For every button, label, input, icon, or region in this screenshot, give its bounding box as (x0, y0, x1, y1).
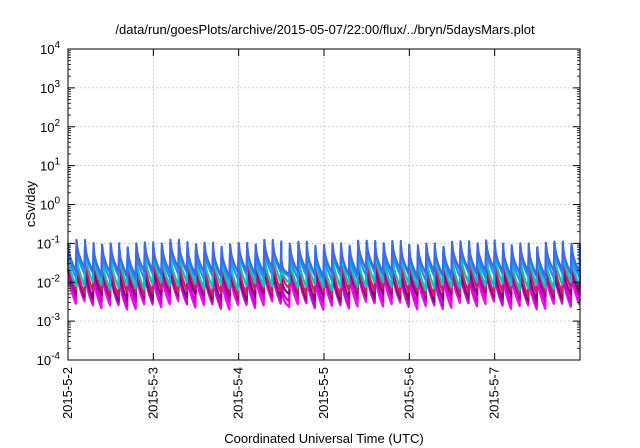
x-tick-label: 2015-5-5 (316, 367, 331, 419)
y-tick-label: 10-1 (37, 234, 61, 251)
series-group (66, 238, 582, 311)
x-tick-label: 2015-5-7 (487, 367, 502, 419)
grid (68, 49, 580, 360)
y-tick-label: 103 (40, 79, 60, 96)
chart-title: /data/run/goesPlots/archive/2015-05-07/2… (115, 22, 535, 37)
x-tick-label: 2015-5-3 (145, 367, 160, 419)
y-tick-label: 101 (40, 157, 60, 174)
y-tick-label: 100 (40, 196, 60, 213)
y-tick-label: 10-4 (37, 351, 61, 368)
y-tick-label: 102 (40, 118, 60, 135)
y-tick-label: 10-3 (37, 312, 61, 329)
y-axis-label: cSv/day (23, 180, 38, 227)
series-line (66, 238, 582, 278)
x-axis-ticks: 2015-5-2 2015-5-3 2015-5-4 2015-5-5 2015-5-6… (60, 49, 502, 419)
y-tick-label: 104 (40, 40, 60, 57)
x-axis-label: Coordinated Universal Time (UTC) (224, 431, 423, 446)
y-axis-ticks: 10-4 10-3 10-2 10-1 100 101 102 103 104 (37, 40, 580, 368)
x-tick-label: 2015-5-6 (401, 367, 416, 419)
x-tick-label: 2015-5-2 (60, 367, 75, 419)
y-tick-label: 10-2 (37, 273, 61, 290)
x-tick-label: 2015-5-4 (231, 367, 246, 419)
